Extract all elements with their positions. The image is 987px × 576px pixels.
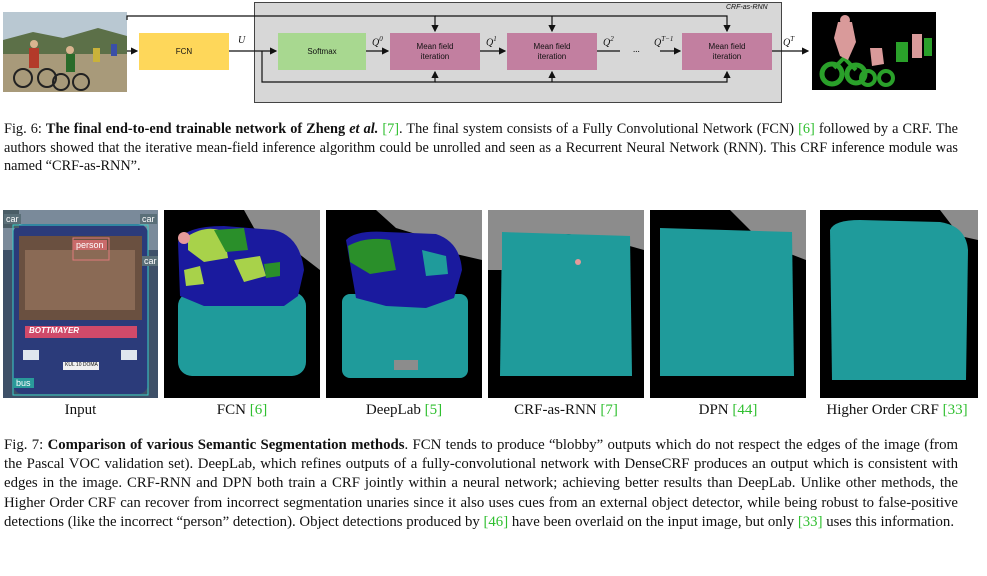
label-dpn-ref[interactable]: [44] <box>732 402 758 418</box>
bus-plate-text: KUL 10 DOMA <box>65 362 98 368</box>
fig7-ref-46[interactable]: [46] <box>483 513 509 530</box>
deeplab-segmentation-graphic <box>326 210 482 398</box>
label-deeplab-ref[interactable]: [5] <box>424 402 443 418</box>
fcn-segmentation-graphic <box>164 210 320 398</box>
q1-label: Q1 <box>486 35 497 48</box>
fig6-caption-etal: et al. <box>349 121 379 137</box>
fig6-caption-text2: followed by a CRF. The authors showed th… <box>4 121 958 174</box>
qt1-symbol: Q <box>654 37 662 49</box>
label-fcn-ref[interactable]: [6] <box>249 402 268 418</box>
fig6-caption-text1: . The final system consists of a Fully C… <box>399 121 799 137</box>
fig7-caption-text1: . FCN tends to produce “blobby” outputs … <box>4 437 958 530</box>
mean-field-label-tb: iteration <box>712 51 742 61</box>
higher-order-crf-output-panel <box>820 210 978 398</box>
label-deeplab-text: DeepLab <box>365 402 425 418</box>
cyclists-input-image <box>3 12 127 92</box>
diagram-connectors <box>126 15 810 83</box>
mean-field-block-t: Mean field iteration <box>682 33 772 70</box>
tag-bus: bus <box>13 378 34 388</box>
label-crf-as-rnn: CRF-as-RNN [7] <box>488 402 644 419</box>
input-bus-image: car car car person BOTTMAYER KUL 10 DOMA… <box>3 210 158 398</box>
bus-photo-graphic <box>3 210 158 398</box>
fig7-caption-text2: have been overlaid on the input image, b… <box>508 513 798 530</box>
label-higher-order-crf: Higher Order CRF [33] <box>808 402 986 419</box>
q0-symbol: Q <box>372 37 380 49</box>
label-crf-as-rnn-text: CRF-as-RNN <box>514 402 601 418</box>
q2-symbol: Q <box>603 37 611 49</box>
tag-car-left: car <box>4 214 21 224</box>
figure-7-caption: Fig. 7: Comparison of various Semantic S… <box>4 436 958 532</box>
dpn-segmentation-graphic <box>650 210 806 398</box>
mean-field-block-1: Mean field iteration <box>390 33 480 70</box>
tag-person: person <box>73 240 107 250</box>
fig6-ref-7[interactable]: [7] <box>382 121 400 137</box>
qt-label: QT <box>783 35 794 48</box>
dpn-output-panel <box>650 210 806 398</box>
crf-as-rnn-output-panel <box>488 210 644 398</box>
bus-sign-text: BOTTMAYER <box>29 326 80 335</box>
softmax-block: Softmax <box>278 33 366 70</box>
fig6-caption-bold: The final end-to-end trainable network o… <box>45 121 350 137</box>
fig7-caption-text3: uses this information. <box>822 513 955 530</box>
label-higher-order-crf-ref[interactable]: [33] <box>942 402 968 418</box>
label-crf-as-rnn-ref[interactable]: [7] <box>600 402 618 418</box>
qt-symbol: Q <box>783 37 791 49</box>
label-input-text: Input <box>64 402 97 418</box>
ellipsis: ... <box>633 44 640 54</box>
label-dpn-text: DPN <box>698 402 733 418</box>
mean-field-label-1a: Mean field <box>416 41 454 51</box>
qt1-sup: T−1 <box>661 35 674 43</box>
q1-sup: 1 <box>493 35 497 43</box>
mean-field-label-2a: Mean field <box>533 41 571 51</box>
fig6-caption-prefix: Fig. 6: <box>4 121 46 137</box>
tag-car-right-2: car <box>142 256 158 266</box>
label-higher-order-crf-text: Higher Order CRF <box>826 402 943 418</box>
qt-sup: T <box>790 35 795 43</box>
tag-car-right: car <box>140 214 157 224</box>
fig7-caption-bold: Comparison of various Semantic Segmentat… <box>47 437 405 453</box>
q0-sup: 0 <box>379 35 383 43</box>
qt1-label: QT−1 <box>654 35 673 48</box>
mean-field-label-1b: iteration <box>420 51 450 61</box>
mean-field-block-2: Mean field iteration <box>507 33 597 70</box>
u-label: U <box>238 35 246 46</box>
crf-as-rnn-label: CRF-as-RNN <box>726 4 768 11</box>
q1-symbol: Q <box>486 37 494 49</box>
deeplab-output-panel <box>326 210 482 398</box>
label-deeplab: DeepLab [5] <box>326 402 482 419</box>
fig6-ref-6[interactable]: [6] <box>798 121 815 137</box>
fcn-block: FCN <box>139 33 229 70</box>
cyclists-output-segmentation <box>812 12 936 90</box>
q2-label: Q2 <box>603 35 614 48</box>
label-fcn-text: FCN <box>216 402 250 418</box>
q0-label: Q0 <box>372 35 383 48</box>
fig7-ref-33[interactable]: [33] <box>797 513 823 530</box>
label-fcn: FCN [6] <box>164 402 320 419</box>
figure-6-caption: Fig. 6: The final end-to-end trainable n… <box>4 120 958 176</box>
label-dpn: DPN [44] <box>650 402 806 419</box>
mean-field-label-ta: Mean field <box>708 41 746 51</box>
fcn-output-panel <box>164 210 320 398</box>
q2-sup: 2 <box>610 35 614 43</box>
mean-field-label-2b: iteration <box>537 51 567 61</box>
higher-order-crf-segmentation-graphic <box>820 210 978 398</box>
crf-as-rnn-segmentation-graphic <box>488 210 644 398</box>
label-input: Input <box>3 402 158 419</box>
fig7-caption-prefix: Fig. 7: <box>4 437 48 453</box>
